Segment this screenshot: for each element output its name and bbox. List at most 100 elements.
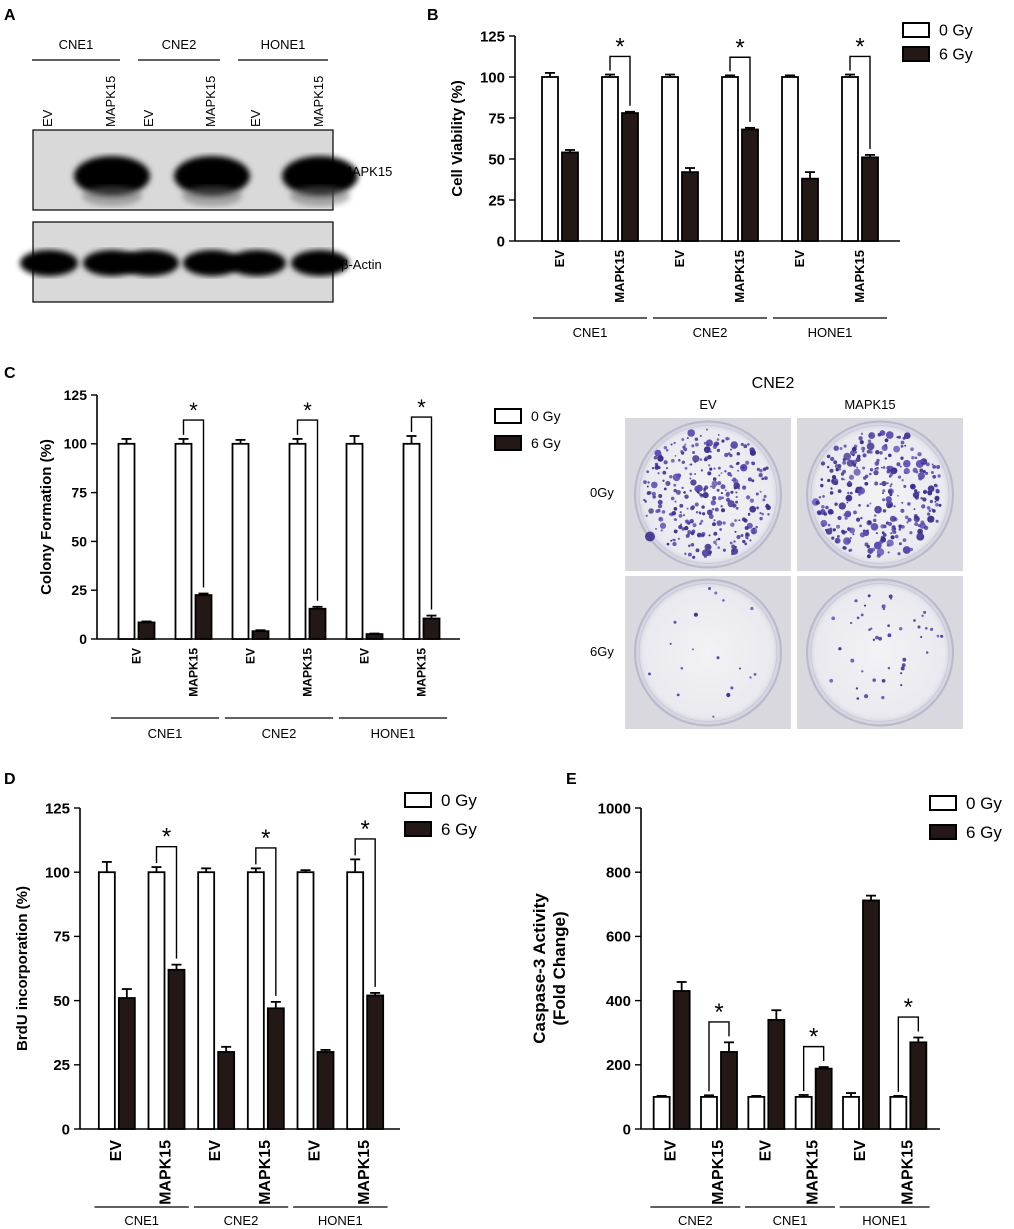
y-tick-label: 25 — [71, 582, 87, 598]
culture-plate-rim — [810, 425, 950, 564]
legend-swatch — [494, 435, 522, 451]
colony-dot — [934, 500, 937, 503]
colony-dot — [910, 447, 914, 451]
colony-dot — [732, 477, 737, 482]
colony-dot — [674, 455, 677, 457]
colony-dot — [648, 672, 651, 676]
colony-dot — [650, 481, 658, 489]
colony-dot — [714, 532, 717, 535]
colony-dot — [746, 533, 750, 537]
colony-dot — [899, 465, 902, 468]
significance-star: * — [904, 994, 913, 1021]
colony-dot — [927, 485, 935, 493]
colony-dot — [874, 514, 877, 517]
colony-dot — [855, 456, 861, 463]
colony-dot — [688, 544, 691, 548]
significance-bracket — [729, 56, 751, 122]
colony-dot — [735, 500, 739, 504]
colony-dot — [900, 666, 905, 671]
colony-dot — [929, 499, 934, 504]
significance-star: * — [809, 1024, 818, 1051]
colony-dot — [651, 466, 655, 470]
colony-dot — [880, 536, 887, 543]
colony-dot — [846, 459, 855, 467]
colony-dot — [856, 616, 860, 620]
colony-dot — [852, 533, 855, 536]
y-tick-label: 1000 — [598, 800, 631, 817]
colony-dot — [899, 527, 902, 530]
colony-dot — [694, 437, 699, 441]
y-tick-label: 800 — [606, 864, 631, 881]
colony-dot — [690, 531, 695, 536]
colony-dot — [885, 500, 894, 509]
bar-6gy — [814, 1067, 833, 1130]
colony-dot — [869, 502, 872, 505]
bar-6gy — [117, 997, 136, 1130]
colony-dot — [646, 470, 650, 474]
colony-dot — [720, 508, 726, 513]
colony-dot — [730, 448, 732, 451]
colony-dot — [910, 484, 914, 488]
y-tick-label: 75 — [71, 485, 87, 501]
y-tick-label: 25 — [53, 1057, 70, 1074]
colony-dot — [699, 522, 702, 525]
colony-dot — [901, 663, 906, 668]
colony-dot — [690, 543, 695, 547]
colony-dot — [875, 532, 878, 535]
colony-dot — [823, 512, 828, 516]
y-tick-label: 100 — [480, 69, 505, 86]
colony-dot — [925, 471, 929, 475]
colony-dot — [839, 447, 843, 450]
colony-dot — [860, 516, 863, 520]
colony-dot — [834, 464, 839, 469]
colony-dot — [764, 476, 768, 480]
y-tick-label: 0 — [623, 1121, 631, 1138]
colony-dot — [913, 508, 916, 511]
colony-dot — [694, 442, 699, 447]
colony-dot — [825, 505, 829, 510]
colony-dot — [912, 491, 920, 499]
colony-dot — [938, 503, 942, 507]
colony-dot — [731, 466, 734, 469]
colony-dot — [700, 494, 703, 496]
colony-dot — [914, 456, 918, 460]
colony-dot — [830, 488, 833, 490]
colony-dot — [643, 498, 646, 502]
x-category-label: MAPK15 — [356, 1140, 373, 1205]
colony-dot — [699, 512, 702, 515]
colony-dot — [831, 536, 835, 540]
bar-6gy — [672, 990, 691, 1130]
colony-dot — [831, 479, 835, 483]
significance-star: * — [714, 999, 723, 1026]
colony-dot — [744, 525, 749, 531]
colony-dot — [886, 465, 891, 471]
colony-dot — [889, 472, 894, 477]
legend-swatch — [929, 795, 957, 811]
colony-dot — [864, 694, 869, 699]
colony-dot — [684, 443, 687, 446]
colony-dot — [920, 459, 924, 464]
colony-dot — [767, 513, 770, 516]
colony-dot — [927, 490, 930, 493]
x-category-label: EV — [130, 648, 144, 664]
colony-dot — [735, 506, 739, 510]
bar-6gy — [767, 1018, 786, 1130]
colony-dot — [681, 486, 684, 490]
colony-dot — [736, 534, 741, 540]
colony-dot — [902, 657, 907, 662]
colony-dot — [707, 471, 712, 476]
colony-dot — [744, 542, 748, 546]
significance-star: * — [735, 34, 744, 61]
colony-dot — [716, 520, 723, 526]
group-label: CNE2 — [693, 325, 728, 340]
colony-dot — [847, 480, 852, 484]
colony-dot — [907, 502, 911, 506]
colony-dot — [889, 493, 893, 497]
bar-0gy — [117, 442, 136, 640]
colony-dot — [704, 485, 709, 490]
panel-letter-e: E — [566, 771, 577, 788]
colony-dot — [893, 505, 896, 508]
colony-dot — [686, 507, 689, 510]
colony-dot — [708, 587, 711, 590]
bar-0gy — [97, 871, 116, 1130]
